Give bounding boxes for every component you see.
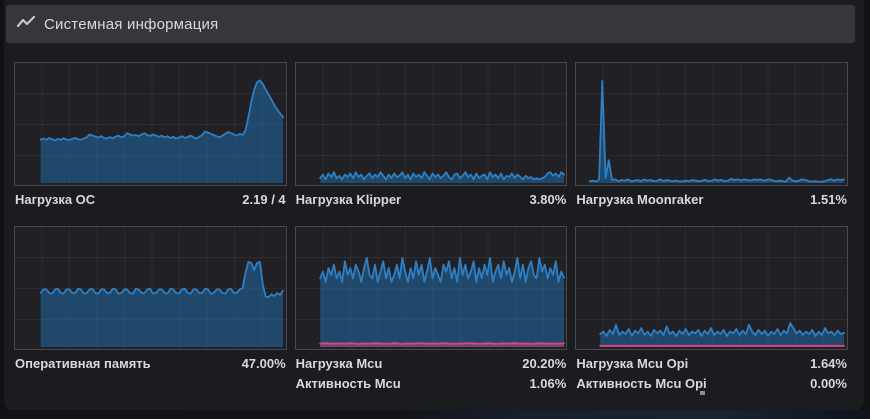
series-label[interactable]: Нагрузка Mcu: [295, 356, 383, 371]
series-value: 1.06%: [529, 376, 567, 391]
legend-row: Активность Mcu 1.06%: [295, 374, 568, 393]
series-value: 1.51%: [810, 192, 847, 207]
series-label[interactable]: Нагрузка ОС: [15, 192, 96, 207]
graph-line-icon: [16, 15, 36, 34]
legend-row: Нагрузка Klipper 3.80%: [295, 189, 568, 210]
series-label[interactable]: Нагрузка Moonraker: [576, 192, 704, 207]
legend-moonraker-load: Нагрузка Moonraker 1.51%: [575, 186, 848, 210]
series-value: 0.00%: [810, 376, 847, 391]
graph-ram[interactable]: [14, 226, 287, 350]
series-label[interactable]: Нагрузка Klipper: [295, 192, 402, 207]
legend-mcu-opi: Нагрузка Mcu Opi 1.64% Активность Mcu Op…: [575, 350, 848, 393]
graph-os-load[interactable]: [14, 62, 287, 186]
series-label[interactable]: Активность Mcu Opi: [576, 376, 707, 391]
series-label[interactable]: Активность Mcu: [295, 376, 401, 391]
series-value: 20.20%: [522, 356, 567, 371]
legend-row: Нагрузка Mcu 20.20%: [295, 353, 568, 374]
dashboard-card: Системная информация Нагрузка ОС 2.19 / …: [4, 0, 864, 410]
legend-mcu: Нагрузка Mcu 20.20% Активность Mcu 1.06%: [295, 350, 568, 393]
series-value: 1.64%: [810, 356, 847, 371]
row-header-system-info[interactable]: Системная информация: [6, 5, 855, 43]
graph-klipper-load[interactable]: [294, 62, 568, 186]
panel-mcu: Нагрузка Mcu 20.20% Активность Mcu 1.06%: [294, 226, 568, 393]
series-value: 47.00%: [241, 356, 286, 371]
panel-os-load: Нагрузка ОС 2.19 / 4: [14, 62, 287, 210]
legend-row: Активность Mcu Opi 0.00%: [575, 374, 848, 393]
row-title: Системная информация: [44, 15, 219, 33]
legend-row: Нагрузка ОС 2.19 / 4: [14, 189, 287, 210]
series-label[interactable]: Нагрузка Mcu Opi: [576, 356, 689, 371]
graph-mcu-opi[interactable]: [575, 226, 848, 350]
window-bottom-edge: [0, 410, 870, 419]
legend-klipper-load: Нагрузка Klipper 3.80%: [295, 186, 568, 210]
resize-handle-dot[interactable]: [700, 391, 705, 395]
legend-ram: Оперативная память 47.00%: [14, 350, 287, 374]
series-label[interactable]: Оперативная память: [15, 356, 151, 371]
charts-grid: Нагрузка ОС 2.19 / 4 Нагрузка Klipper 3.…: [14, 62, 848, 393]
legend-row: Нагрузка Mcu Opi 1.64%: [575, 353, 848, 374]
series-value: 3.80%: [529, 192, 567, 207]
panel-klipper-load: Нагрузка Klipper 3.80%: [294, 62, 568, 210]
legend-row: Нагрузка Moonraker 1.51%: [575, 189, 848, 210]
graph-moonraker-load[interactable]: [575, 62, 848, 186]
legend-os-load: Нагрузка ОС 2.19 / 4: [14, 186, 287, 210]
panel-mcu-opi: Нагрузка Mcu Opi 1.64% Активность Mcu Op…: [575, 226, 848, 393]
panel-moonraker-load: Нагрузка Moonraker 1.51%: [575, 62, 848, 210]
legend-row: Оперативная память 47.00%: [14, 353, 287, 374]
graph-mcu[interactable]: [294, 226, 568, 350]
panel-ram: Оперативная память 47.00%: [14, 226, 287, 393]
series-value: 2.19 / 4: [242, 192, 286, 207]
